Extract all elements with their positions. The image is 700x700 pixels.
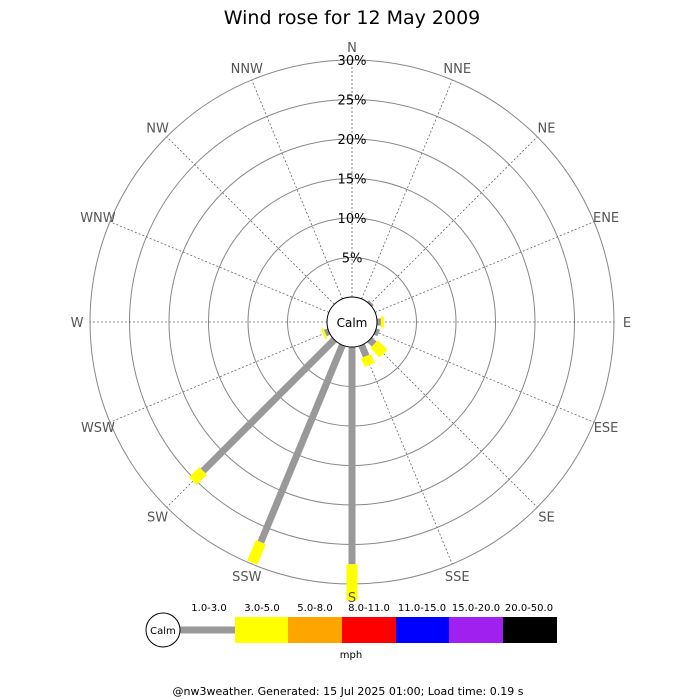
- spoke-sse: [361, 344, 453, 565]
- legend-bin-label-1.0-3.0: 1.0-3.0: [191, 603, 226, 614]
- legend-bin-label-20.0-50.0: 20.0-50.0: [505, 603, 553, 614]
- direction-labels: N NNE NE ENE E ESE SE SSE S SSW SW WSW W WNW NW NNW: [71, 41, 632, 606]
- bar-sw-3.0-5.0: [189, 467, 207, 485]
- spoke-nw: [166, 136, 335, 305]
- spoke-ne: [369, 136, 538, 305]
- calm-center: Calm: [326, 296, 378, 348]
- chart-title: Wind rose for 12 May 2009: [224, 7, 481, 29]
- direction-label-w: W: [71, 316, 84, 331]
- legend-unit-label: mph: [340, 650, 362, 661]
- footer-text: @nw3weather. Generated: 15 Jul 2025 01:0…: [173, 685, 524, 698]
- direction-label-nne: NNE: [443, 62, 471, 77]
- legend-calm-circle: [145, 612, 181, 648]
- bar-wsw-3.0-5.0: [320, 327, 328, 340]
- bar-sse-3.0-5.0: [361, 353, 375, 367]
- bar-ssw-3.0-5.0: [247, 540, 266, 565]
- bar-sw-1.0-3.0: [200, 337, 337, 474]
- percentage-label-4: 20%: [338, 133, 367, 148]
- direction-label-e: E: [623, 316, 631, 331]
- direction-label-nw: NW: [146, 122, 169, 137]
- spoke-nne: [361, 79, 453, 300]
- legend-bin-label-3.0-5.0: 3.0-5.0: [244, 603, 279, 614]
- spoke-ese: [374, 331, 595, 423]
- direction-label-wsw: WSW: [81, 421, 115, 436]
- spoke-nnw: [251, 79, 343, 300]
- direction-label-ssw: SSW: [232, 570, 262, 585]
- calm-circle: [326, 296, 378, 348]
- percentage-label-5: 25%: [338, 94, 367, 109]
- percentage-label-2: 10%: [338, 212, 367, 227]
- wind-bars: [189, 300, 388, 601]
- legend-bin-label-11.0-15.0: 11.0-15.0: [398, 603, 446, 614]
- legend-swatch-15.0-20.0: [449, 617, 503, 643]
- legend-swatch-5.0-8.0: [288, 617, 342, 643]
- spoke-wnw: [109, 221, 330, 313]
- bar-se-3.0-5.0: [370, 340, 388, 358]
- legend-swatch-20.0-50.0: [503, 617, 557, 643]
- bar-se-1.0-3.0: [367, 337, 377, 347]
- legend-swatch-3.0-5.0: [235, 617, 288, 643]
- spoke-ene: [374, 221, 595, 313]
- direction-label-sw: SW: [147, 510, 168, 525]
- legend-calm-label: Calm: [150, 626, 176, 637]
- percentage-label-3: 15%: [338, 173, 367, 188]
- speed-legend: Calm 1.0-3.0 3.0-5.0 5.0-8.0 8.0-11.0 11.0-15…: [145, 603, 557, 661]
- direction-label-se: SE: [538, 510, 554, 525]
- legend-swatch-11.0-15.0: [396, 617, 449, 643]
- legend-bin-label-5.0-8.0: 5.0-8.0: [297, 603, 332, 614]
- bar-sse-1.0-3.0: [358, 343, 370, 358]
- legend-bin-label-15.0-20.0: 15.0-20.0: [452, 603, 500, 614]
- percentage-label-1: 5%: [342, 252, 363, 267]
- spoke-wsw: [109, 331, 330, 423]
- direction-label-ese: ESE: [594, 421, 619, 436]
- direction-label-nnw: NNW: [231, 62, 263, 77]
- direction-label-wnw: WNW: [80, 211, 116, 226]
- spoke-se: [369, 339, 538, 508]
- bar-wsw-1.0-3.0: [323, 328, 331, 337]
- direction-label-sse: SSE: [445, 570, 470, 585]
- direction-label-ne: NE: [537, 122, 555, 137]
- legend-bin-label-8.0-11.0: 8.0-11.0: [348, 603, 390, 614]
- legend-swatch-8.0-11.0: [342, 617, 396, 643]
- direction-label-n: N: [347, 41, 357, 56]
- percentage-labels: 5% 10% 15% 20% 25% 30%: [338, 54, 367, 267]
- calm-label: Calm: [337, 316, 368, 330]
- bar-ese-1.0-3.0: [373, 328, 381, 337]
- direction-label-s: S: [348, 591, 356, 606]
- direction-label-ene: ENE: [593, 211, 619, 226]
- bar-ssw-1.0-3.0: [257, 343, 346, 544]
- percentage-label-6: 30%: [338, 54, 367, 69]
